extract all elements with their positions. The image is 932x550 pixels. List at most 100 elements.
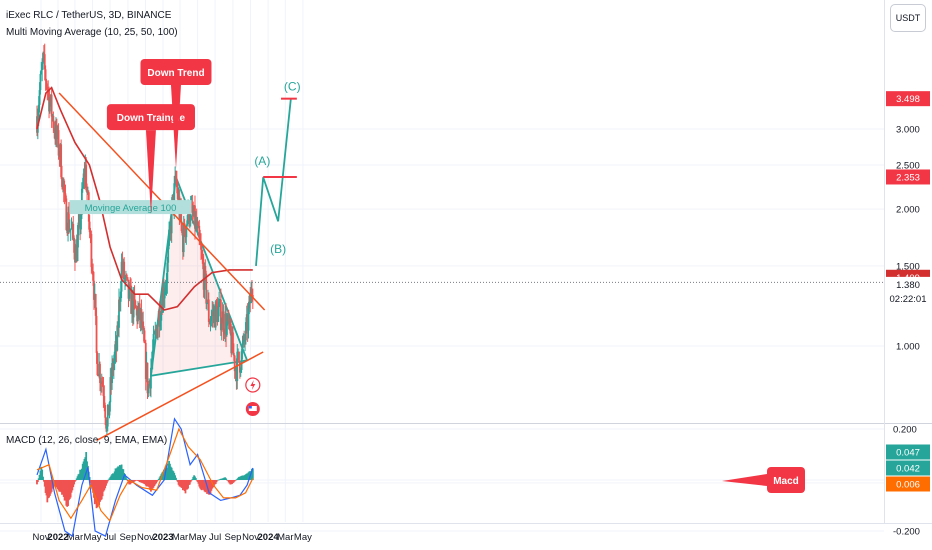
candle[interactable]	[69, 229, 72, 241]
candle[interactable]	[200, 243, 203, 259]
candle[interactable]	[96, 351, 99, 376]
macd-callout[interactable]: Macd	[722, 467, 805, 493]
candle[interactable]	[108, 401, 111, 419]
macd-histogram-bar[interactable]	[74, 480, 77, 481]
candle[interactable]	[60, 139, 63, 180]
macd-histogram-bar[interactable]	[125, 476, 127, 480]
candle[interactable]	[197, 221, 200, 227]
candle[interactable]	[65, 195, 68, 231]
candle[interactable]	[72, 215, 75, 242]
macd-histogram-bar[interactable]	[36, 480, 39, 482]
candle[interactable]	[57, 123, 60, 160]
candle-body	[227, 314, 230, 324]
macd-histogram-bar[interactable]	[225, 478, 227, 480]
candle[interactable]	[218, 291, 221, 317]
candle[interactable]	[93, 271, 95, 310]
flag-icon[interactable]	[245, 402, 260, 416]
candle[interactable]	[191, 194, 194, 224]
candle[interactable]	[147, 384, 150, 398]
macd-tick-label: 0.200	[893, 425, 917, 436]
macd-histogram-bar[interactable]	[106, 480, 108, 484]
macd-histogram-bar[interactable]	[233, 480, 236, 482]
candle[interactable]	[120, 253, 123, 299]
candle[interactable]	[238, 351, 240, 364]
macd-histogram-bar[interactable]	[36, 480, 38, 485]
macd-histogram-bar[interactable]	[251, 468, 254, 480]
candle[interactable]	[82, 168, 85, 189]
candle[interactable]	[206, 302, 208, 311]
candle[interactable]	[222, 304, 225, 342]
candle[interactable]	[196, 216, 199, 236]
candle[interactable]	[42, 51, 44, 70]
candle[interactable]	[168, 221, 170, 250]
candle[interactable]	[50, 86, 53, 128]
macd-histogram-bar[interactable]	[156, 480, 159, 481]
macd-histogram-bar[interactable]	[189, 480, 192, 483]
macd-histogram-bar[interactable]	[125, 478, 128, 480]
price-axis: 0.5001.0001.5002.0002.5003.0000.2000.000…	[893, 125, 920, 538]
support-line[interactable]	[96, 351, 264, 442]
candle[interactable]	[90, 230, 93, 274]
candle[interactable]	[143, 330, 146, 344]
macd-histogram-bar[interactable]	[41, 469, 44, 480]
currency-unit-button[interactable]: USDT	[890, 4, 926, 32]
candle[interactable]	[158, 301, 161, 338]
candle[interactable]	[217, 298, 220, 323]
candle[interactable]	[166, 256, 169, 294]
macd-histogram-bar[interactable]	[42, 476, 44, 480]
macd-histogram-bar[interactable]	[73, 480, 75, 485]
moving-average	[36, 86, 253, 311]
candle[interactable]	[111, 355, 113, 390]
candle[interactable]	[80, 212, 82, 235]
candle[interactable]	[243, 330, 246, 348]
candle[interactable]	[99, 377, 102, 396]
candle[interactable]	[152, 325, 155, 358]
candle[interactable]	[68, 202, 70, 234]
candle[interactable]	[123, 257, 126, 282]
candle[interactable]	[68, 219, 71, 233]
candle[interactable]	[142, 311, 145, 331]
drawings[interactable]: (A) (B) (C) Movinge Average 100 Down Traingl…	[58, 59, 301, 442]
macd-histogram-bar[interactable]	[175, 477, 177, 480]
candle[interactable]	[88, 215, 91, 239]
candle[interactable]	[85, 157, 88, 192]
candle[interactable]	[229, 318, 232, 336]
signal-line[interactable]	[36, 427, 254, 522]
lightning-alert-icon[interactable]	[245, 377, 261, 393]
candle[interactable]	[251, 288, 254, 310]
macd-histogram-bar[interactable]	[194, 478, 197, 480]
macd-pane[interactable]: Macd	[36, 417, 805, 538]
candles[interactable]	[36, 43, 254, 435]
candle[interactable]	[207, 292, 210, 328]
macd-histogram-bar[interactable]	[156, 480, 158, 482]
candle[interactable]	[183, 218, 186, 237]
candle-body	[151, 350, 154, 360]
candle[interactable]	[62, 177, 65, 203]
candle[interactable]	[101, 376, 104, 388]
macd-histogram-bar[interactable]	[174, 475, 177, 480]
macd-line[interactable]	[36, 417, 254, 538]
candle[interactable]	[63, 180, 66, 205]
candle[interactable]	[99, 361, 101, 392]
callout[interactable]: Down Trend	[140, 59, 212, 170]
macd-histogram-bar[interactable]	[234, 480, 237, 481]
candle[interactable]	[232, 326, 234, 354]
candle-body	[241, 344, 244, 352]
candle[interactable]	[105, 416, 107, 432]
macd-histogram-bar[interactable]	[74, 480, 76, 482]
candle[interactable]	[251, 280, 253, 302]
macd-histogram-bar[interactable]	[188, 480, 191, 485]
macd-histogram-bar[interactable]	[190, 480, 193, 481]
candle[interactable]	[118, 288, 120, 338]
candle[interactable]	[182, 215, 185, 257]
candle[interactable]	[134, 299, 137, 309]
candle[interactable]	[109, 368, 112, 412]
candle-body	[150, 359, 153, 368]
macd-histogram-bar[interactable]	[106, 480, 109, 482]
candle[interactable]	[143, 326, 145, 343]
wave-projection[interactable]	[255, 99, 292, 266]
candle[interactable]	[240, 348, 243, 373]
macd-histogram-bar[interactable]	[215, 480, 218, 483]
candle[interactable]	[39, 71, 42, 95]
candle-body	[69, 229, 72, 231]
